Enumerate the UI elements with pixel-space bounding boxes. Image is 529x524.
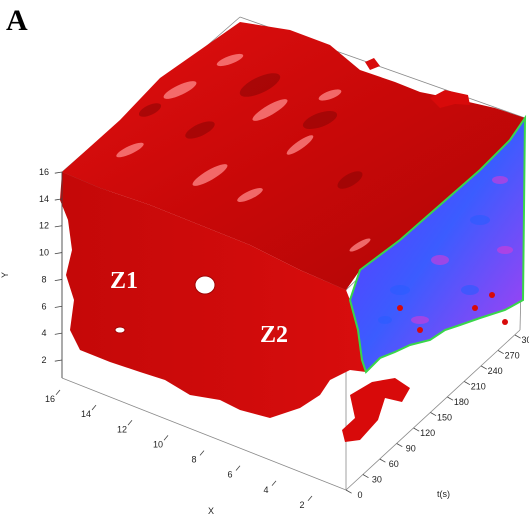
t-axis-label: t(s) [437,489,450,499]
zone-label-z2: Z2 [260,322,289,348]
x-axis-tick-mark [307,495,313,502]
x-axis-tick-mark [271,480,277,486]
y-axis-tick-mark [54,171,63,174]
t-axis-tick-label: 240 [488,366,503,376]
cross-section-slice [348,114,527,374]
t-axis-tick-label: 180 [454,397,469,407]
t-axis-tick-mark [464,381,471,386]
panel-letter: A [6,4,28,37]
x-axis-tick-mark [127,420,133,426]
t-axis-tick-mark [497,350,504,355]
t-axis-tick-mark [362,474,369,479]
t-axis-tick-mark [396,443,403,448]
t-axis-tick-label: 210 [471,382,486,392]
t-axis-tick-label: 30 [372,475,382,485]
t-axis-tick-label: 0 [357,490,362,500]
x-axis-tick-label: 4 [263,485,268,495]
x-axis-tick-label: 14 [81,409,91,419]
x-axis-tick-label: 12 [117,424,127,434]
t-axis-tick-mark [413,427,420,432]
t-axis-tick-label: 270 [505,351,520,361]
zone-label-z1: Z1 [110,268,139,294]
surface-highlights [116,53,371,252]
t-axis-tick-label: 120 [420,428,435,438]
y-axis-tick-label: 12 [39,221,49,231]
y-axis-ticks: 2 4 6 8 10 12 14 16 [39,167,63,365]
t-axis-tick-label: 300 [521,335,529,345]
y-axis-tick-mark [54,332,63,335]
y-axis-tick-mark [54,359,63,362]
y-axis-tick-label: 10 [39,248,49,258]
t-axis-tick-mark [430,412,437,417]
y-axis-tick-label: 16 [39,167,49,177]
x-axis-tick-mark [163,435,169,441]
y-axis-tick-label: 2 [41,355,46,365]
y-axis-tick-label: 14 [39,194,49,204]
x-axis-tick-label: 10 [153,439,163,449]
x-axis-tick-mark [235,465,241,471]
y-axis-tick-mark [54,198,63,201]
t-axis-tick-mark [447,396,454,401]
surface-holes [114,275,216,334]
y-axis-tick-mark [54,252,63,255]
x-axis-tick-label: 8 [191,455,196,465]
t-axis-ticks: 0 30 60 90 120150180210240270300 [345,334,529,500]
y-axis-tick-label: 4 [41,328,46,338]
t-axis-tick-label: 60 [389,459,399,469]
t-axis-tick-label: 150 [437,413,452,423]
x-axis-tick-label: 16 [45,394,55,404]
y-axis-tick-mark [54,225,63,228]
y-axis-tick-label: 8 [41,274,46,284]
x-axis-tick-mark [199,450,205,456]
x-axis-ticks: 2 4 6 8 10 12 14 16 [45,389,313,510]
y-axis-label: Y [0,272,10,278]
t-axis-tick-mark [514,334,521,339]
surface-fragments [342,58,508,442]
isosurface-front [60,172,366,418]
surface-shadows [138,73,363,189]
y-axis-tick-mark [54,279,63,282]
x-axis-tick-mark [91,404,97,411]
x-axis-label: X [208,506,214,516]
y-axis-tick-label: 6 [41,301,46,311]
x-axis-tick-label: 2 [299,500,304,510]
y-axis-tick-mark [54,305,63,308]
t-axis-tick-mark [345,489,352,494]
t-axis-tick-mark [481,365,487,370]
x-axis-tick-mark [55,389,61,396]
t-axis-tick-mark [379,458,386,463]
t-axis-tick-label: 90 [406,444,416,454]
slice-pattern [378,176,513,324]
x-axis-tick-label: 6 [227,470,232,480]
